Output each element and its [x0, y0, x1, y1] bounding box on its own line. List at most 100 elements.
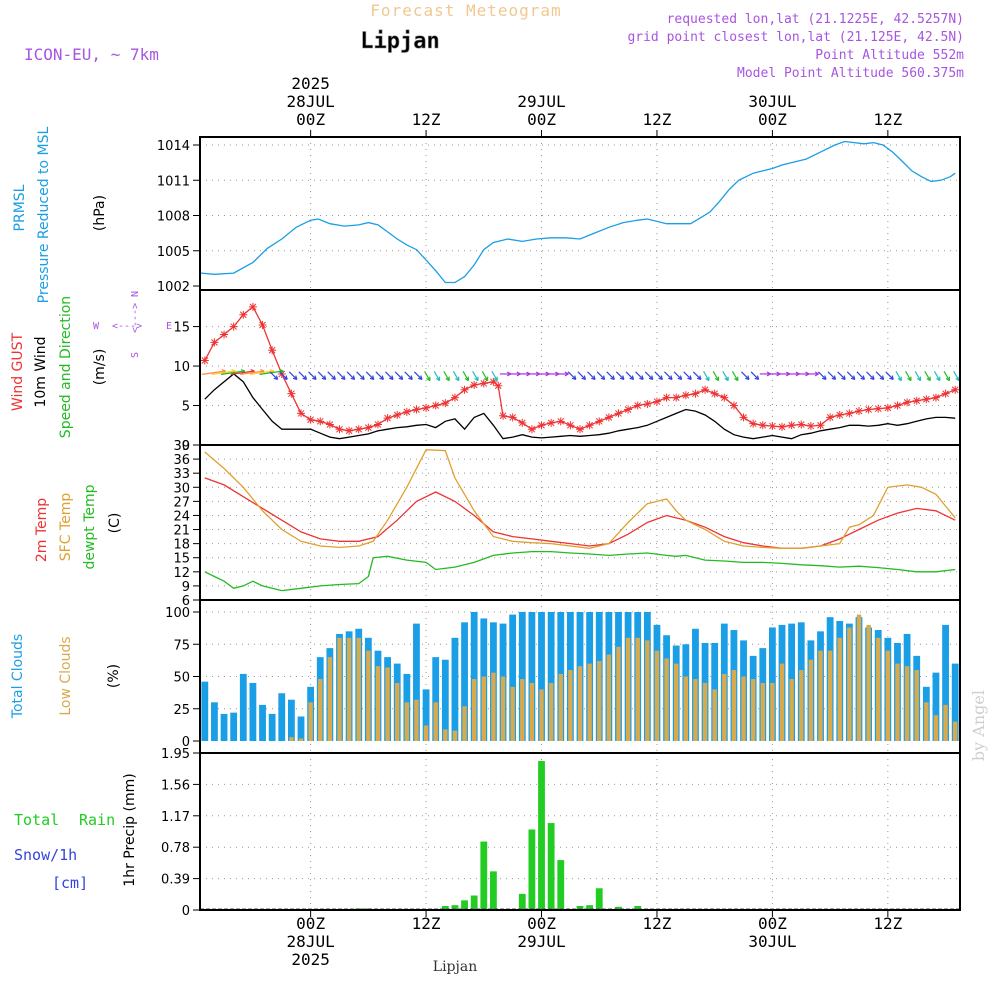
- total-cloud-bar: [432, 657, 440, 741]
- wind-direction-arrow: [635, 371, 644, 380]
- y-tick-label: 1.56: [161, 778, 190, 793]
- svg-text:S: S: [130, 352, 141, 358]
- y-tick-label: 0.78: [161, 841, 190, 856]
- wind-gust-label: Wind GUST: [10, 332, 26, 411]
- rain-bar: [528, 829, 536, 910]
- svg-text:N: N: [130, 291, 141, 297]
- low-cloud-bar: [625, 637, 631, 741]
- low-cloud-bar: [779, 663, 785, 741]
- rain-bar: [470, 895, 478, 910]
- gust-point: [864, 405, 873, 414]
- gust-point: [248, 302, 257, 311]
- low-cloud-bar: [933, 715, 939, 741]
- percent-unit: (%): [106, 664, 122, 688]
- wind-10m-label: 10m Wind: [33, 336, 49, 407]
- wind-direction-arrow: [548, 371, 560, 377]
- gust-point: [749, 419, 758, 428]
- low-cloud-bar: [318, 679, 323, 741]
- wind-direction-arrow: [817, 371, 827, 380]
- gust-point: [306, 415, 315, 424]
- wind-direction-arrow: [567, 371, 577, 380]
- arrow-head: [379, 375, 384, 380]
- low-cloud-bar: [654, 650, 660, 741]
- rain-label: Rain: [79, 811, 115, 829]
- arrow-shaft: [712, 371, 720, 381]
- low-cloud-bar: [645, 640, 650, 741]
- wind-direction-arrow: [356, 371, 365, 380]
- gust-point: [220, 330, 229, 339]
- gust-point: [758, 421, 767, 430]
- y-tick-label: 6: [182, 594, 190, 609]
- arrow-shaft: [481, 371, 489, 381]
- arrow-shaft: [953, 371, 960, 381]
- arrow-shaft: [577, 371, 586, 380]
- wind-direction-arrow: [731, 371, 739, 382]
- gust-point: [450, 393, 459, 402]
- gust-point: [931, 393, 940, 402]
- arrow-shaft: [220, 370, 245, 375]
- arrow-shaft: [625, 371, 634, 380]
- y-tick-label: 30: [173, 481, 190, 496]
- total-cloud-bar: [528, 612, 536, 741]
- wind-direction-arrow: [606, 371, 615, 380]
- arrow-shaft: [837, 371, 846, 380]
- arrow-shaft: [375, 371, 384, 380]
- wind-direction-arrow: [269, 371, 279, 380]
- gust-point: [566, 421, 575, 430]
- wind-direction-arrow: [346, 371, 356, 380]
- low-cloud-bar: [914, 670, 919, 741]
- y-tick-label: 100: [165, 606, 190, 621]
- cm-label: [cm]: [52, 874, 88, 892]
- y-tick-label: 1.95: [161, 747, 190, 762]
- arrow-head: [426, 376, 431, 382]
- gust-point: [431, 401, 440, 410]
- wind-direction-arrow: [288, 371, 298, 380]
- arrow-shaft: [413, 371, 423, 380]
- wind-direction-arrow: [615, 371, 625, 380]
- rain-bar: [480, 841, 488, 910]
- arrow-shaft: [288, 371, 298, 380]
- arrow-head: [926, 376, 931, 382]
- arrow-head: [677, 375, 683, 380]
- arrow-head: [821, 375, 827, 380]
- gust-point: [662, 393, 671, 402]
- rain-bar: [538, 761, 545, 910]
- gust-point: [383, 414, 392, 423]
- gust-point: [412, 405, 421, 414]
- low-cloud-bar: [558, 673, 563, 741]
- arrow-head: [687, 375, 692, 380]
- arrow-head: [321, 375, 327, 380]
- low-cloud-bar: [337, 637, 342, 741]
- gust-point: [556, 417, 565, 426]
- low-cloud-bar: [423, 725, 429, 741]
- x-tick-label: 12Z: [412, 914, 441, 933]
- rain-bar: [451, 905, 459, 910]
- low-cloud-bar: [491, 672, 496, 741]
- low-cloud-bar: [289, 737, 294, 741]
- gust-point: [681, 391, 690, 400]
- y-tick-label: 0: [182, 439, 190, 454]
- panel-frame: [199, 289, 961, 446]
- pressure-reduced-label: Pressure Reduced to MSL: [36, 126, 52, 303]
- arrow-head: [464, 376, 470, 382]
- arrow-shaft: [240, 370, 265, 375]
- y-tick-label: 18: [173, 538, 190, 553]
- y-tick-label: 1005: [157, 245, 190, 260]
- panel-frame: [199, 752, 961, 911]
- arrow-head: [841, 375, 846, 380]
- arrow-shaft: [635, 371, 644, 380]
- arrow-head: [945, 376, 951, 382]
- y-tick-label: 21: [173, 524, 190, 539]
- precip-labels: Total Rain Snow/1h [cm] 1hr Precip (mm): [14, 773, 138, 892]
- total-cloud-bar: [470, 612, 478, 741]
- panel-frame: [199, 136, 961, 291]
- compass-icon: W <---> E N <---> S: [93, 291, 172, 358]
- arrow-shaft: [452, 371, 460, 381]
- gust-point: [402, 407, 411, 416]
- gust-point: [806, 422, 815, 431]
- rain-bar: [595, 888, 603, 910]
- total-cloud-bar: [538, 612, 545, 741]
- arrow-head: [668, 375, 673, 380]
